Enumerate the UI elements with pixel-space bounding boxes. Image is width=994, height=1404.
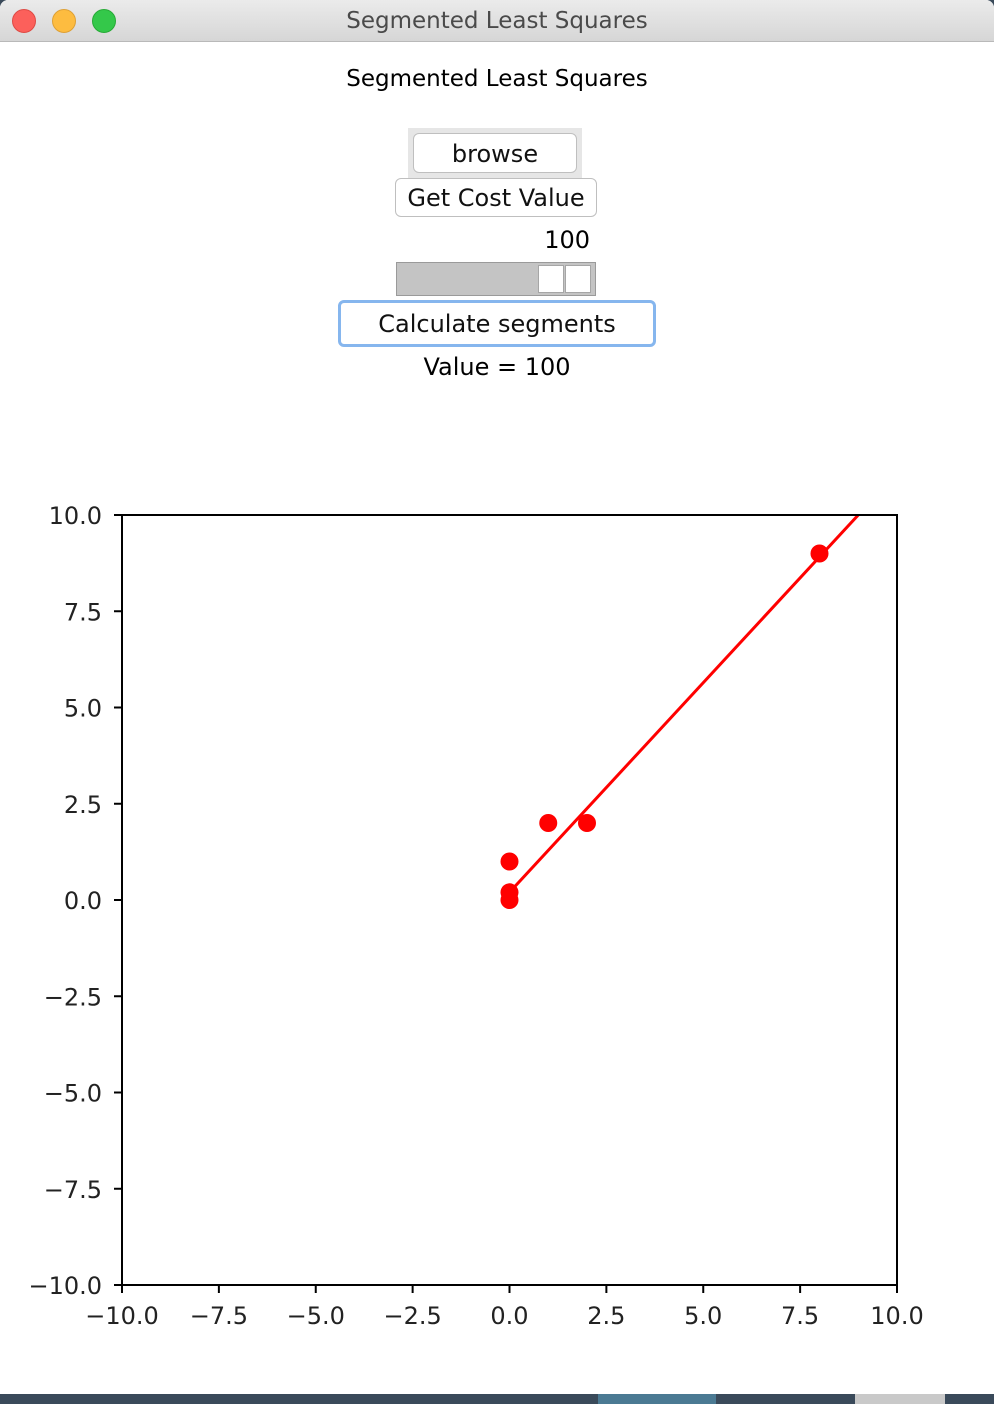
x-tick-label: −10.0 [85, 1302, 159, 1330]
fit-line [508, 515, 860, 894]
x-tick-label: −5.0 [287, 1302, 345, 1330]
y-tick-label: 7.5 [64, 598, 102, 626]
y-tick-label: −5.0 [44, 1080, 102, 1108]
app-heading: Segmented Least Squares [346, 66, 648, 92]
desktop-strip [855, 1394, 945, 1404]
y-tick-label: 0.0 [64, 887, 102, 915]
close-window-icon[interactable] [12, 9, 36, 33]
calculate-segments-button[interactable]: Calculate segments [338, 300, 656, 347]
minimize-window-icon[interactable] [52, 9, 76, 33]
window-title: Segmented Least Squares [346, 8, 648, 34]
slider-value-label: 100 [544, 226, 590, 254]
maximize-window-icon[interactable] [92, 9, 116, 33]
slider-handle[interactable] [538, 265, 564, 293]
data-point [539, 814, 558, 832]
x-tick-label: −7.5 [190, 1302, 248, 1330]
y-tick-label: −2.5 [44, 983, 102, 1011]
scatter-plot: −10.0 −7.5 −5.0 −2.5 0.0 2.5 5.0 7.5 10.0 10.0 7.5… [28, 502, 923, 1330]
value-readout: Value = 100 [423, 353, 571, 381]
x-tick-label: 0.0 [490, 1302, 528, 1330]
get-cost-value-button[interactable]: Get Cost Value [395, 178, 597, 217]
x-tick-label: 5.0 [684, 1302, 722, 1330]
title-bar: Segmented Least Squares [0, 0, 994, 42]
data-point [578, 814, 596, 832]
y-tick-label: 10.0 [49, 502, 102, 530]
x-tick-label: 2.5 [587, 1302, 625, 1330]
data-point [500, 883, 519, 902]
y-tick-label: −10.0 [28, 1272, 102, 1300]
data-point [810, 544, 829, 563]
y-tick-label: 5.0 [64, 695, 102, 723]
browse-button[interactable]: browse [413, 133, 577, 173]
y-tick-label: 2.5 [64, 791, 102, 819]
x-tick-label: −2.5 [383, 1302, 441, 1330]
x-tick-label: 7.5 [781, 1302, 819, 1330]
data-point [500, 852, 519, 871]
desktop-strip [598, 1394, 716, 1404]
slider-handle[interactable] [565, 265, 591, 293]
y-tick-label: −7.5 [44, 1176, 102, 1204]
x-tick-label: 10.0 [870, 1302, 923, 1330]
